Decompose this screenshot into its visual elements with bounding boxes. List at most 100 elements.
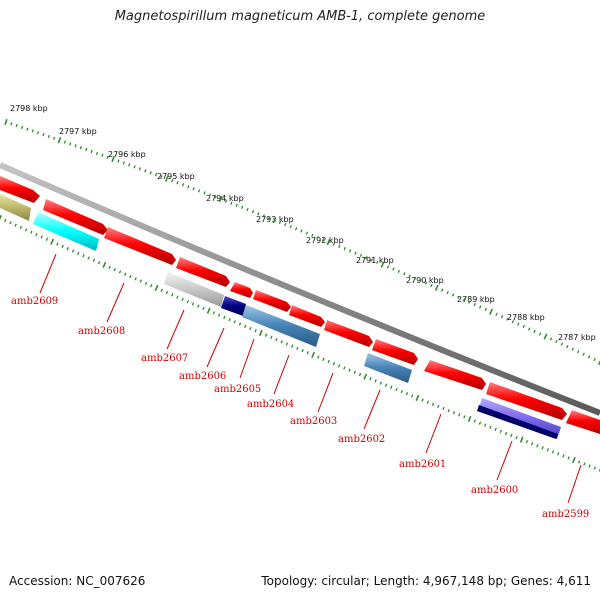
forward-gene[interactable] (0, 176, 40, 203)
gene-label[interactable]: amb2600 (471, 485, 518, 496)
gene-label[interactable]: amb2602 (338, 434, 385, 445)
major-tick (519, 436, 524, 443)
minor-tick (441, 288, 444, 292)
gene-label[interactable]: amb2604 (247, 399, 294, 410)
gene-label[interactable]: amb2606 (179, 371, 226, 382)
minor-tick (289, 225, 292, 229)
forward-gene[interactable] (324, 320, 373, 347)
minor-tick (403, 272, 406, 276)
minor-tick (217, 313, 221, 317)
minor-tick (343, 247, 346, 251)
major-tick (218, 196, 223, 203)
minor-tick (208, 193, 212, 197)
minor-tick (353, 370, 356, 374)
minor-tick (228, 317, 231, 322)
minor-tick (294, 227, 298, 231)
minor-tick (10, 122, 13, 126)
minor-tick (230, 201, 233, 205)
minor-tick (567, 456, 570, 460)
minor-tick (197, 189, 201, 193)
gene-gray[interactable] (164, 272, 224, 307)
minor-tick (224, 199, 228, 203)
forward-gene[interactable] (253, 290, 291, 312)
minor-tick (452, 411, 456, 415)
minor-tick (457, 413, 461, 417)
gene-olive[interactable] (0, 194, 31, 221)
gene-steel[interactable] (242, 305, 320, 347)
kbp-label: 2790 kbp (406, 276, 444, 285)
minor-tick (479, 305, 482, 309)
gene-label[interactable]: amb2609 (11, 296, 58, 307)
minor-tick (181, 297, 184, 301)
gene-label[interactable]: amb2599 (542, 509, 589, 520)
label-pointer (273, 354, 290, 395)
minor-tick (77, 251, 80, 255)
minor-tick (405, 392, 409, 396)
kbp-scale-labels: 2798 kbp 2797 kbp 2796 kbp 2795 kbp 2794… (10, 104, 596, 342)
minor-tick (446, 290, 449, 295)
minor-tick (82, 254, 85, 258)
minor-tick (42, 133, 45, 137)
minor-tick (311, 233, 314, 238)
minor-tick (254, 329, 257, 333)
minor-tick (437, 404, 440, 409)
minor-tick (473, 419, 476, 423)
forward-gene[interactable] (289, 305, 325, 327)
minor-tick (506, 317, 509, 321)
gene-labels: amb2609 amb2608 amb2607 amb2606 amb2605 … (11, 296, 589, 520)
minor-tick (74, 144, 77, 148)
minor-tick (36, 131, 40, 135)
forward-gene[interactable] (566, 410, 600, 434)
major-tick (102, 261, 107, 269)
forward-gene[interactable] (104, 227, 176, 265)
kbp-label: 2788 kbp (507, 313, 545, 322)
minor-tick (19, 225, 23, 230)
minor-tick (517, 322, 520, 326)
minor-tick (138, 167, 142, 171)
forward-gene[interactable] (176, 257, 230, 287)
gene-navy[interactable] (221, 296, 246, 316)
minor-tick (223, 315, 226, 320)
label-pointer (317, 372, 334, 413)
forward-gene[interactable] (424, 360, 486, 390)
gene-label[interactable]: amb2608 (78, 326, 125, 337)
minor-tick (186, 299, 189, 304)
accession-text: Accession: NC_007626 (9, 574, 146, 588)
minor-tick (332, 242, 336, 246)
gene-label[interactable]: amb2601 (399, 459, 446, 470)
minor-tick (129, 274, 132, 279)
minor-tick (541, 446, 544, 450)
gene-label[interactable]: amb2605 (214, 384, 261, 395)
major-tick (57, 137, 62, 144)
minor-tick (9, 221, 12, 225)
label-pointer (363, 389, 381, 430)
gene-steel[interactable] (364, 353, 412, 383)
minor-tick (426, 400, 430, 404)
minor-tick (327, 359, 330, 364)
gene-label[interactable]: amb2603 (290, 416, 337, 427)
gene-cyan[interactable] (33, 212, 99, 251)
minor-tick (133, 165, 136, 169)
minor-tick (376, 260, 379, 264)
major-tick (272, 217, 277, 224)
forward-gene[interactable] (43, 199, 108, 235)
minor-tick (463, 415, 466, 419)
minor-tick (187, 185, 190, 189)
minor-tick (571, 347, 574, 351)
minor-tick (144, 169, 147, 173)
minor-tick (430, 283, 433, 288)
forward-gene[interactable] (372, 339, 418, 365)
minor-tick (400, 389, 403, 394)
minor-tick (370, 258, 373, 262)
forward-gene[interactable] (486, 382, 567, 420)
major-tick (50, 238, 55, 245)
forward-gene[interactable] (230, 282, 253, 298)
kbp-label: 2796 kbp (108, 150, 146, 159)
minor-tick (369, 377, 372, 381)
minor-tick (511, 320, 515, 324)
minor-tick (275, 337, 278, 342)
gene-label[interactable]: amb2607 (141, 353, 188, 364)
minor-tick (316, 235, 319, 240)
minor-tick (97, 261, 101, 265)
minor-tick (504, 431, 508, 436)
